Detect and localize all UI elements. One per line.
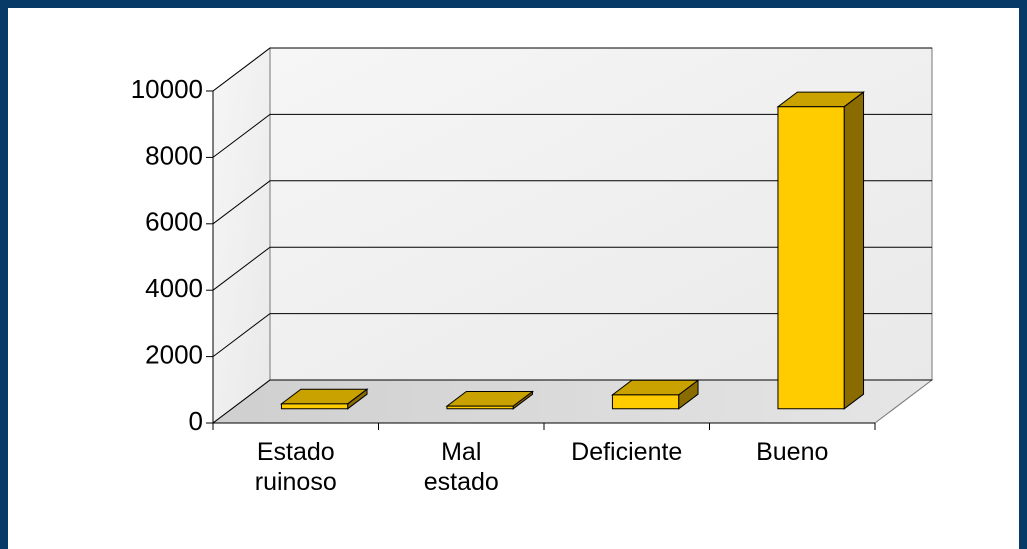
bar-front — [777, 106, 845, 410]
y-tick-label: 10000 — [131, 74, 203, 104]
bar — [445, 390, 535, 410]
grid-line — [212, 47, 932, 92]
bar-side — [843, 91, 865, 410]
bar-front — [446, 405, 514, 410]
y-tick-label: 4000 — [145, 273, 203, 303]
bar-front — [611, 394, 680, 410]
grid-line — [212, 113, 932, 158]
grid-line — [212, 313, 932, 357]
side-wall — [212, 46, 271, 425]
bar-front — [280, 403, 349, 410]
grid-line — [212, 379, 932, 424]
y-tick-label: 0 — [189, 406, 203, 436]
x-tick-label: Mal estado — [423, 438, 499, 496]
grid-line — [212, 180, 932, 225]
bar — [279, 388, 369, 410]
grid-line — [212, 246, 932, 291]
bar — [610, 379, 700, 410]
bar — [776, 91, 866, 410]
x-tick-label: Estado ruinoso — [254, 438, 337, 496]
y-tick-label: 6000 — [145, 207, 203, 237]
y-tick-label: 2000 — [145, 339, 203, 369]
x-tick-label: Deficiente — [571, 438, 683, 466]
y-tick-label: 8000 — [145, 140, 203, 170]
x-tick-label: Bueno — [756, 438, 829, 466]
